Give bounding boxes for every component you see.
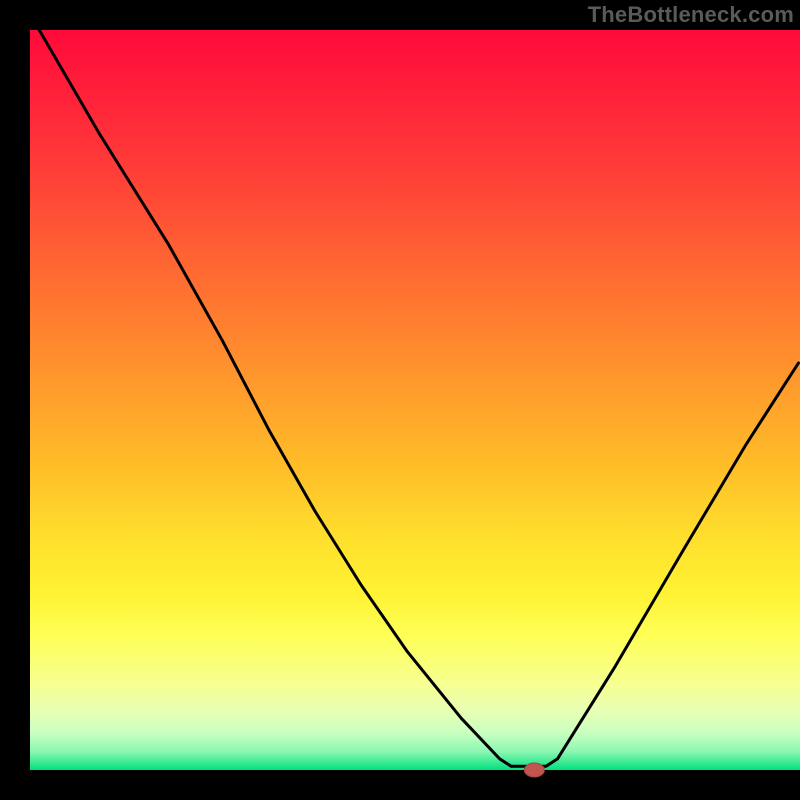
bottleneck-chart: TheBottleneck.com <box>0 0 800 800</box>
watermark-label: TheBottleneck.com <box>588 2 794 28</box>
frame-border-left <box>0 0 30 800</box>
optimal-marker <box>524 763 544 777</box>
chart-svg <box>0 0 800 800</box>
frame-border-bottom <box>0 770 800 800</box>
